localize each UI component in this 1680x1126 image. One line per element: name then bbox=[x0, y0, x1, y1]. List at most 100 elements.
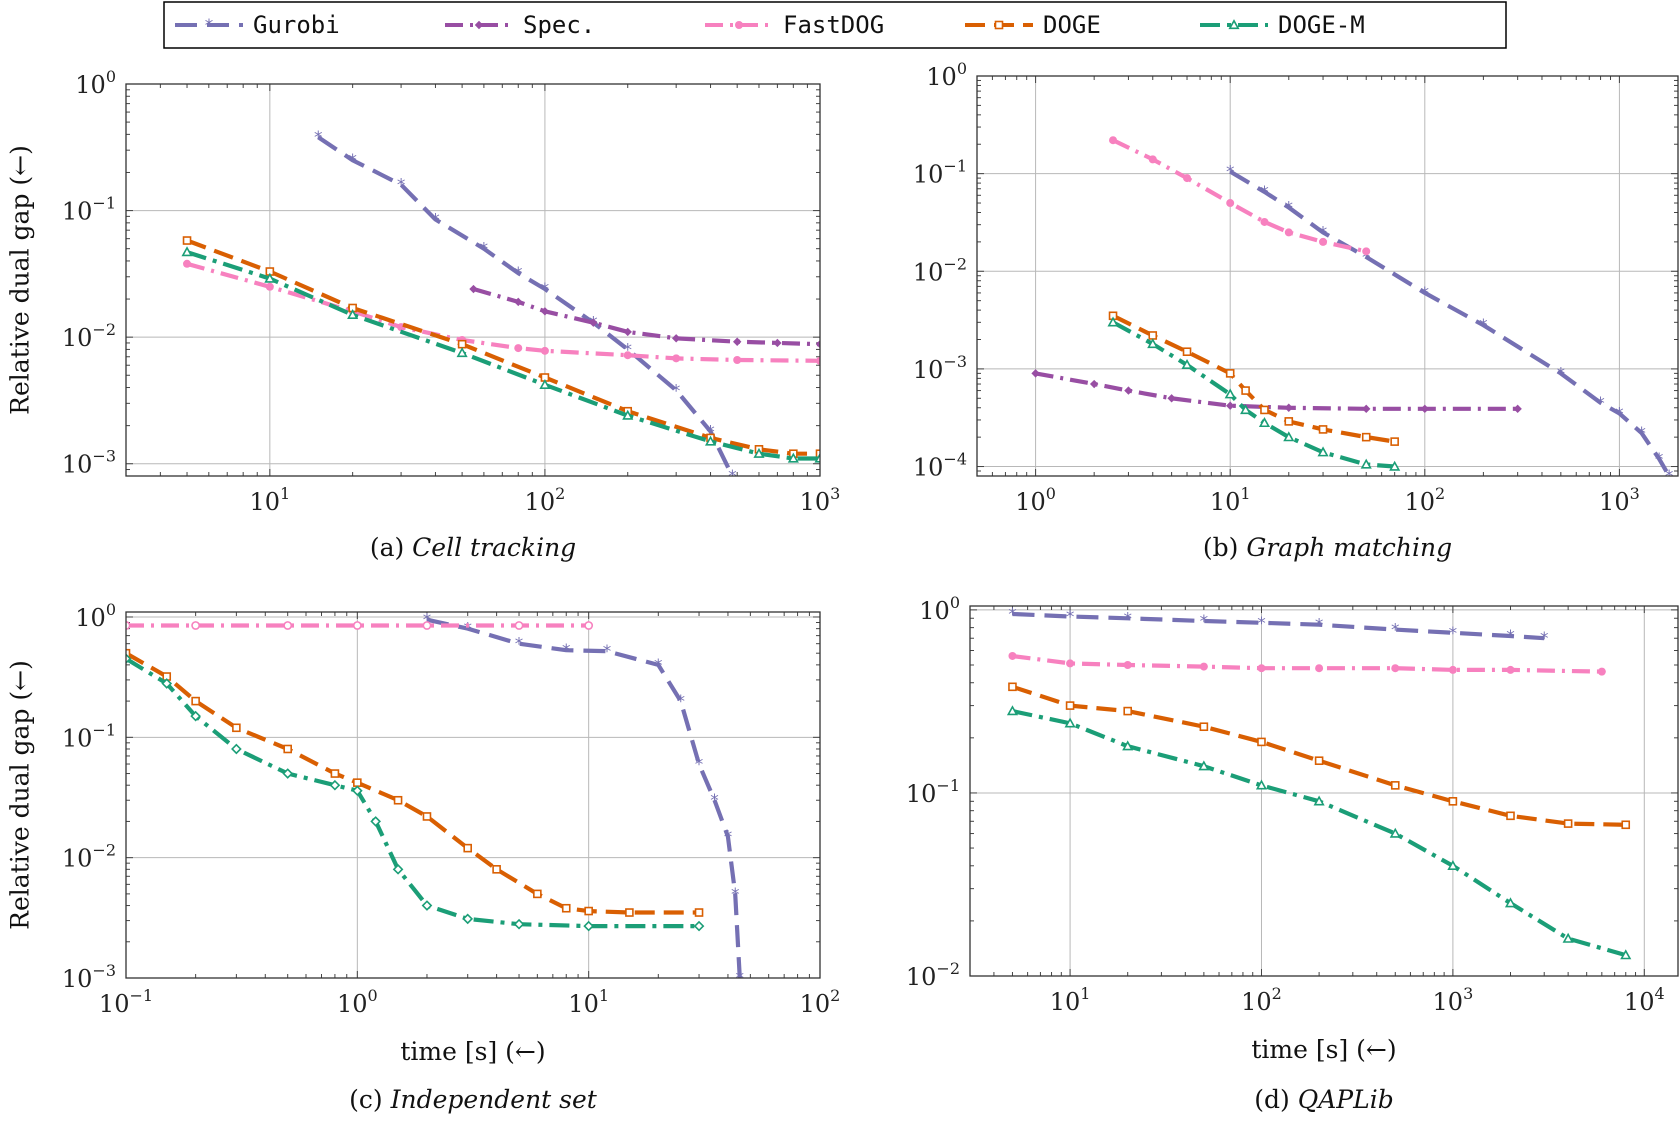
data-point: * bbox=[1637, 424, 1646, 444]
caption-prefix: (a) bbox=[370, 533, 412, 562]
x-tick-exponent: 1 bbox=[1240, 484, 1250, 503]
data-point bbox=[1448, 797, 1458, 806]
series-doge-m bbox=[1107, 316, 1401, 471]
data-point bbox=[1109, 136, 1118, 145]
series-line bbox=[1012, 709, 1627, 958]
data-point bbox=[815, 339, 820, 349]
series-gurobi: ************ bbox=[423, 612, 744, 978]
y-tick-exponent: −4 bbox=[943, 450, 967, 469]
caption-title: QAPLib bbox=[1298, 1085, 1394, 1114]
data-point: * bbox=[1665, 467, 1674, 487]
data-point bbox=[330, 769, 340, 778]
x-tick-label: 101 bbox=[1210, 484, 1251, 516]
x-tick-label: 103 bbox=[800, 484, 841, 516]
data-point: * bbox=[515, 635, 524, 655]
data-point: * bbox=[1362, 248, 1371, 268]
legend-label: FastDOG bbox=[783, 11, 884, 39]
data-point bbox=[1390, 781, 1400, 790]
data-point bbox=[1597, 667, 1606, 676]
series-line bbox=[426, 617, 742, 978]
data-point bbox=[352, 621, 362, 630]
data-point bbox=[1314, 756, 1324, 766]
data-point: * bbox=[1260, 183, 1269, 203]
legend-label: Spec. bbox=[523, 11, 595, 39]
data-point bbox=[1225, 369, 1235, 378]
chart-panel: ************10110210310010−110−210−3Rela… bbox=[6, 67, 841, 562]
data-point bbox=[514, 621, 524, 630]
legend-item: FastDOG bbox=[705, 11, 884, 39]
data-point bbox=[539, 378, 551, 390]
data-point bbox=[583, 920, 594, 932]
data-point bbox=[1257, 737, 1266, 747]
data-point bbox=[1199, 662, 1208, 671]
y-tick-label: 10−1 bbox=[906, 776, 960, 808]
data-point: * bbox=[314, 128, 323, 148]
data-point: * bbox=[1479, 316, 1488, 336]
x-tick-exponent: 2 bbox=[555, 484, 565, 503]
data-point: * bbox=[1257, 614, 1266, 634]
data-point bbox=[1148, 331, 1158, 340]
data-point bbox=[1420, 404, 1430, 414]
data-point bbox=[1182, 347, 1192, 357]
data-point bbox=[1123, 706, 1132, 716]
panel-caption: (a) Cell tracking bbox=[370, 533, 576, 562]
data-point: * bbox=[728, 467, 737, 487]
data-point bbox=[1008, 651, 1017, 660]
data-point: * bbox=[1506, 627, 1515, 647]
data-point bbox=[161, 678, 173, 689]
data-point bbox=[264, 272, 276, 283]
series-line bbox=[126, 651, 699, 915]
legend-label: Gurobi bbox=[253, 11, 340, 39]
y-tick-exponent: 0 bbox=[957, 59, 967, 78]
x-axis-label: time [s] (←) bbox=[400, 1037, 545, 1066]
y-tick-exponent: 0 bbox=[106, 67, 116, 86]
data-point bbox=[232, 723, 241, 733]
data-point bbox=[1621, 820, 1631, 830]
y-tick-exponent: −3 bbox=[943, 352, 967, 371]
y-tick-exponent: −1 bbox=[92, 194, 116, 213]
data-point bbox=[1257, 664, 1266, 673]
data-point bbox=[347, 309, 359, 320]
data-point bbox=[815, 449, 820, 459]
x-tick-label: 104 bbox=[1624, 984, 1665, 1016]
x-tick-label: 103 bbox=[1433, 984, 1474, 1016]
data-point: * bbox=[541, 280, 550, 300]
y-tick-exponent: 0 bbox=[950, 593, 960, 612]
y-tick-label: 10−2 bbox=[62, 320, 116, 352]
data-point bbox=[1319, 237, 1328, 246]
data-point: * bbox=[348, 151, 357, 171]
series-line bbox=[1012, 653, 1602, 674]
data-point bbox=[1317, 446, 1329, 457]
data-point: * bbox=[654, 656, 663, 676]
y-tick-label: 100 bbox=[926, 59, 967, 91]
data-point bbox=[1284, 228, 1293, 237]
data-point bbox=[1240, 404, 1252, 415]
data-point: * bbox=[1596, 394, 1605, 414]
data-point bbox=[231, 743, 242, 755]
data-point bbox=[1006, 705, 1019, 716]
series-line bbox=[186, 250, 820, 461]
plot-frame bbox=[976, 75, 1679, 477]
data-point bbox=[1360, 458, 1372, 469]
data-point: * bbox=[463, 620, 472, 640]
data-point bbox=[584, 906, 593, 916]
caption-title: Cell tracking bbox=[412, 533, 576, 562]
series-gurobi: ************* bbox=[1226, 163, 1674, 487]
data-point bbox=[265, 282, 274, 291]
data-point bbox=[1284, 403, 1293, 412]
x-tick-exponent: 3 bbox=[1463, 984, 1473, 1003]
data-point bbox=[1147, 338, 1159, 349]
data-point bbox=[1315, 664, 1324, 673]
data-point: * bbox=[603, 642, 612, 662]
data-point bbox=[1389, 827, 1401, 838]
series-line bbox=[472, 286, 820, 347]
data-point bbox=[1391, 664, 1400, 673]
data-point bbox=[456, 347, 468, 358]
data-point bbox=[183, 259, 192, 268]
y-tick-label: 10−1 bbox=[62, 194, 116, 226]
data-point bbox=[1198, 760, 1210, 771]
y-tick-label: 100 bbox=[919, 593, 960, 625]
legend-item: DOGE-M bbox=[1200, 11, 1365, 39]
y-tick-exponent: −2 bbox=[92, 320, 116, 339]
data-point bbox=[1183, 174, 1192, 183]
